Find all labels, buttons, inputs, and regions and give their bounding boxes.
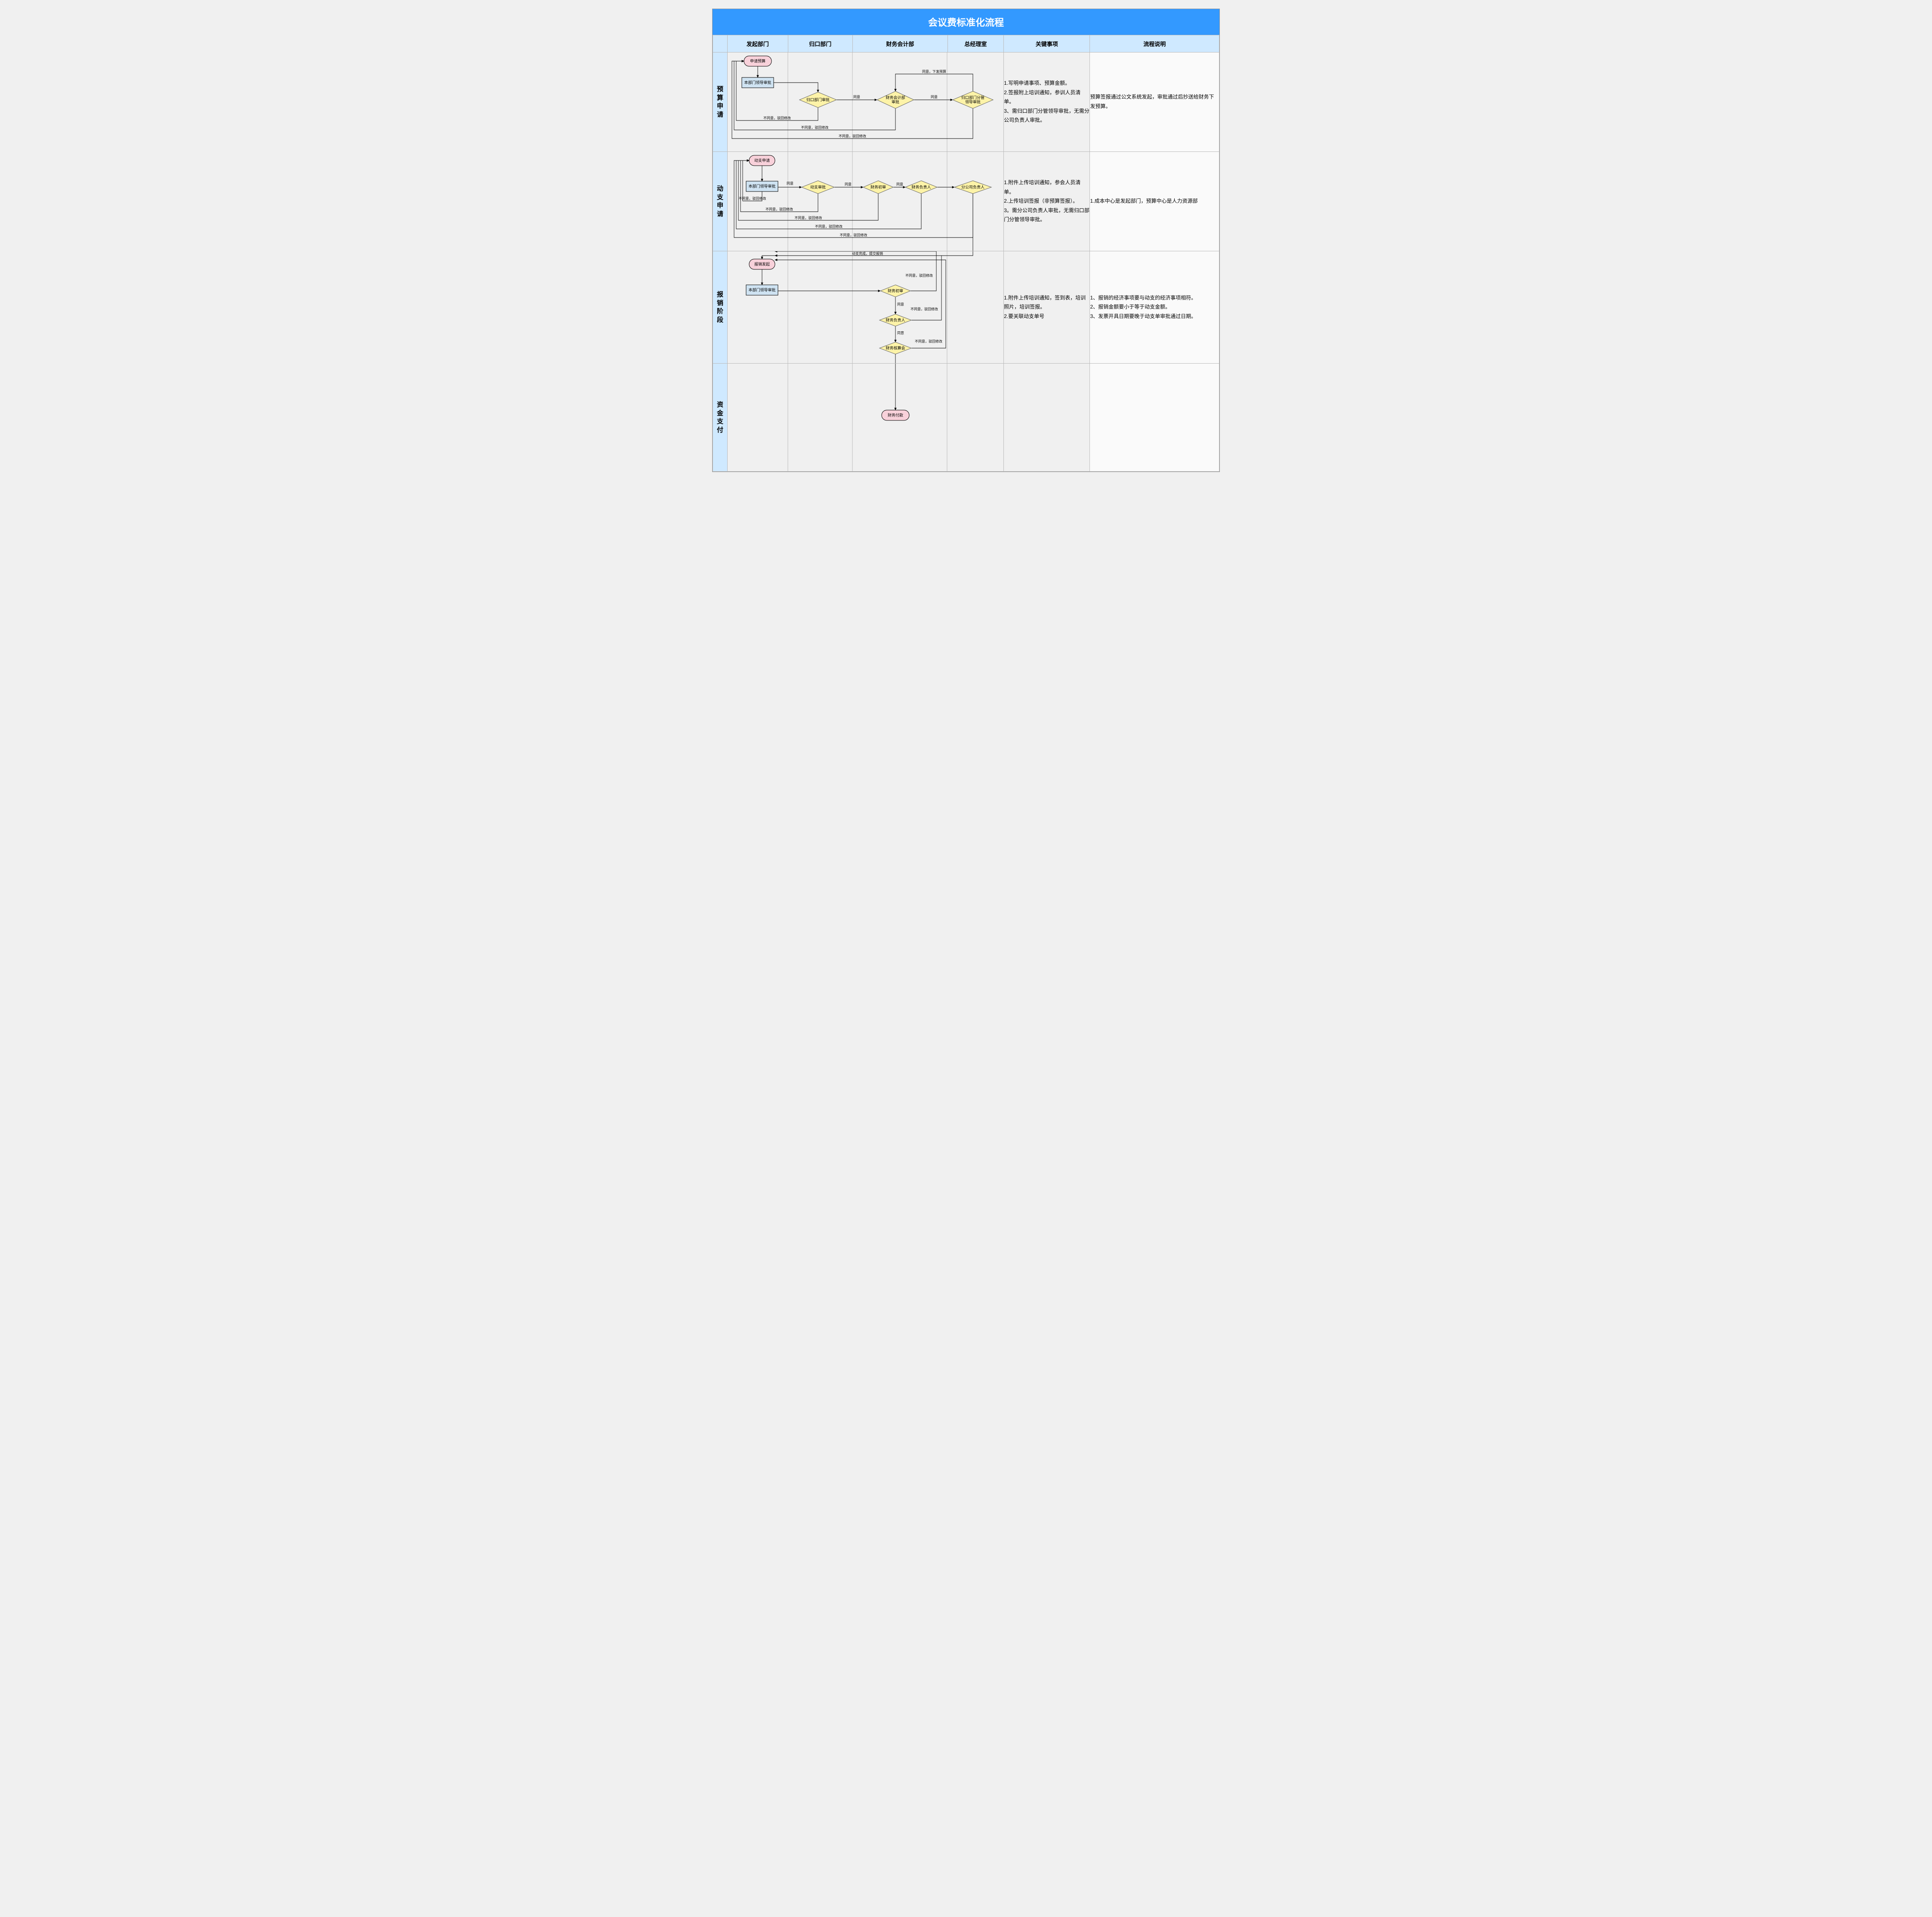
swimlane-row: 同意同意同意不同意，驳回修改不同意，驳回修改不同意，驳回修改不同意，驳回修改不同… bbox=[728, 152, 1004, 251]
svg-text:财务付款: 财务付款 bbox=[888, 413, 903, 417]
col-header: 流程说明 bbox=[1090, 35, 1219, 52]
col-header: 发起部门 bbox=[728, 35, 788, 52]
flow-desc: 1.成本中心是发起部门，预算中心是人力资源部 bbox=[1090, 152, 1219, 251]
svg-text:不同意，驳回修改: 不同意，驳回修改 bbox=[839, 134, 866, 138]
col-header: 总经理室 bbox=[947, 35, 1003, 52]
key-notes: 1.附件上传培训通知，参会人员清单。2.上传培训签报（非预算签报）。3。需分公司… bbox=[1004, 152, 1090, 251]
svg-text:财务负责人: 财务负责人 bbox=[912, 185, 931, 189]
svg-text:不同意，驳回修改: 不同意，驳回修改 bbox=[815, 224, 843, 228]
svg-text:不同意，驳回修改: 不同意，驳回修改 bbox=[905, 273, 933, 278]
svg-text:分公司负责人: 分公司负责人 bbox=[961, 185, 985, 189]
svg-text:不同意，驳回修改: 不同意，驳回修改 bbox=[763, 116, 791, 120]
svg-text:本部门领导审批: 本部门领导审批 bbox=[749, 287, 776, 292]
col-header: 财务会计部 bbox=[852, 35, 947, 52]
svg-text:同意: 同意 bbox=[897, 331, 904, 335]
svg-text:财务会计部: 财务会计部 bbox=[886, 95, 905, 100]
row-label: 报销阶段 bbox=[713, 251, 728, 364]
svg-text:归口部门审批: 归口部门审批 bbox=[806, 97, 830, 102]
swimlane-row: 同意同意同意，下发预算不同意，驳回修改不同意，驳回修改不同意，驳回修改申请预算本… bbox=[728, 52, 1004, 152]
row-label: 资金支付 bbox=[713, 364, 728, 472]
swimlane-grid: 发起部门归口部门财务会计部总经理室关键事项流程说明预算申请同意同意同意，下发预算… bbox=[713, 35, 1219, 472]
svg-text:本部门领导审批: 本部门领导审批 bbox=[744, 80, 772, 85]
flow-wrapper: 会议费标准化流程 发起部门归口部门财务会计部总经理室关键事项流程说明预算申请同意… bbox=[712, 9, 1220, 472]
row-label: 动支申请 bbox=[713, 152, 728, 251]
svg-text:不同意，驳回修改: 不同意，驳回修改 bbox=[915, 339, 942, 343]
svg-text:审批: 审批 bbox=[892, 99, 899, 104]
svg-text:领导审批: 领导审批 bbox=[965, 99, 981, 104]
svg-text:动支审批: 动支审批 bbox=[810, 185, 826, 189]
key-notes bbox=[1004, 364, 1090, 472]
svg-text:报销发起: 报销发起 bbox=[754, 262, 770, 266]
col-header: 关键事项 bbox=[1004, 35, 1090, 52]
swimlane-row: 财务付款 bbox=[728, 364, 1004, 472]
swimlane-row: 动支完成，提交报销同意同意不同意，驳回修改不同意，驳回修改不同意，驳回修改报销发… bbox=[728, 251, 1004, 364]
svg-text:同意: 同意 bbox=[897, 302, 904, 306]
svg-text:财务初审: 财务初审 bbox=[888, 288, 903, 293]
svg-text:同意: 同意 bbox=[853, 95, 860, 99]
svg-text:财务负责人: 财务负责人 bbox=[886, 318, 905, 322]
key-notes: 1.写明申请事项、预算金额。2.签报附上培训通知，参训人员清单。3、需归口部门分… bbox=[1004, 52, 1090, 152]
svg-text:不同意，驳回修改: 不同意，驳回修改 bbox=[840, 233, 867, 237]
col-header: 归口部门 bbox=[788, 35, 852, 52]
flow-desc bbox=[1090, 364, 1219, 472]
flow-desc: 预算签报通过公文系统发起，审批通过后抄送给财务下发预算。 bbox=[1090, 52, 1219, 152]
svg-text:同意，下发预算: 同意，下发预算 bbox=[922, 69, 946, 74]
svg-text:同意: 同意 bbox=[845, 182, 852, 186]
svg-text:不同意，驳回修改: 不同意，驳回修改 bbox=[739, 196, 766, 201]
svg-text:不同意，驳回修改: 不同意，驳回修改 bbox=[910, 307, 938, 311]
svg-text:动支申请: 动支申请 bbox=[754, 158, 770, 163]
diagram-title: 会议费标准化流程 bbox=[713, 9, 1219, 35]
flow-desc: 1、报销的经济事项要与动支的经济事项相符。2、报销金额要小于等于动支金额。3、发… bbox=[1090, 251, 1219, 364]
col-header bbox=[713, 35, 728, 52]
svg-text:财务初审: 财务初审 bbox=[870, 185, 886, 189]
svg-text:同意: 同意 bbox=[896, 182, 903, 186]
svg-text:本部门领导审批: 本部门领导审批 bbox=[749, 184, 776, 188]
svg-text:归口部门分管: 归口部门分管 bbox=[961, 95, 985, 100]
svg-text:财务核算会: 财务核算会 bbox=[886, 346, 905, 350]
svg-text:同意: 同意 bbox=[787, 181, 793, 185]
key-notes: 1.附件上传培训通知，签到表，培训照片，培训签报。2.要关联动支单号 bbox=[1004, 251, 1090, 364]
svg-text:申请预算: 申请预算 bbox=[750, 59, 765, 63]
svg-text:不同意，驳回修改: 不同意，驳回修改 bbox=[795, 216, 822, 220]
svg-text:不同意，驳回修改: 不同意，驳回修改 bbox=[801, 125, 829, 130]
svg-text:不同意，驳回修改: 不同意，驳回修改 bbox=[765, 207, 793, 211]
svg-text:动支完成，提交报销: 动支完成，提交报销 bbox=[852, 251, 883, 256]
row-label: 预算申请 bbox=[713, 52, 728, 152]
svg-text:同意: 同意 bbox=[931, 95, 938, 99]
